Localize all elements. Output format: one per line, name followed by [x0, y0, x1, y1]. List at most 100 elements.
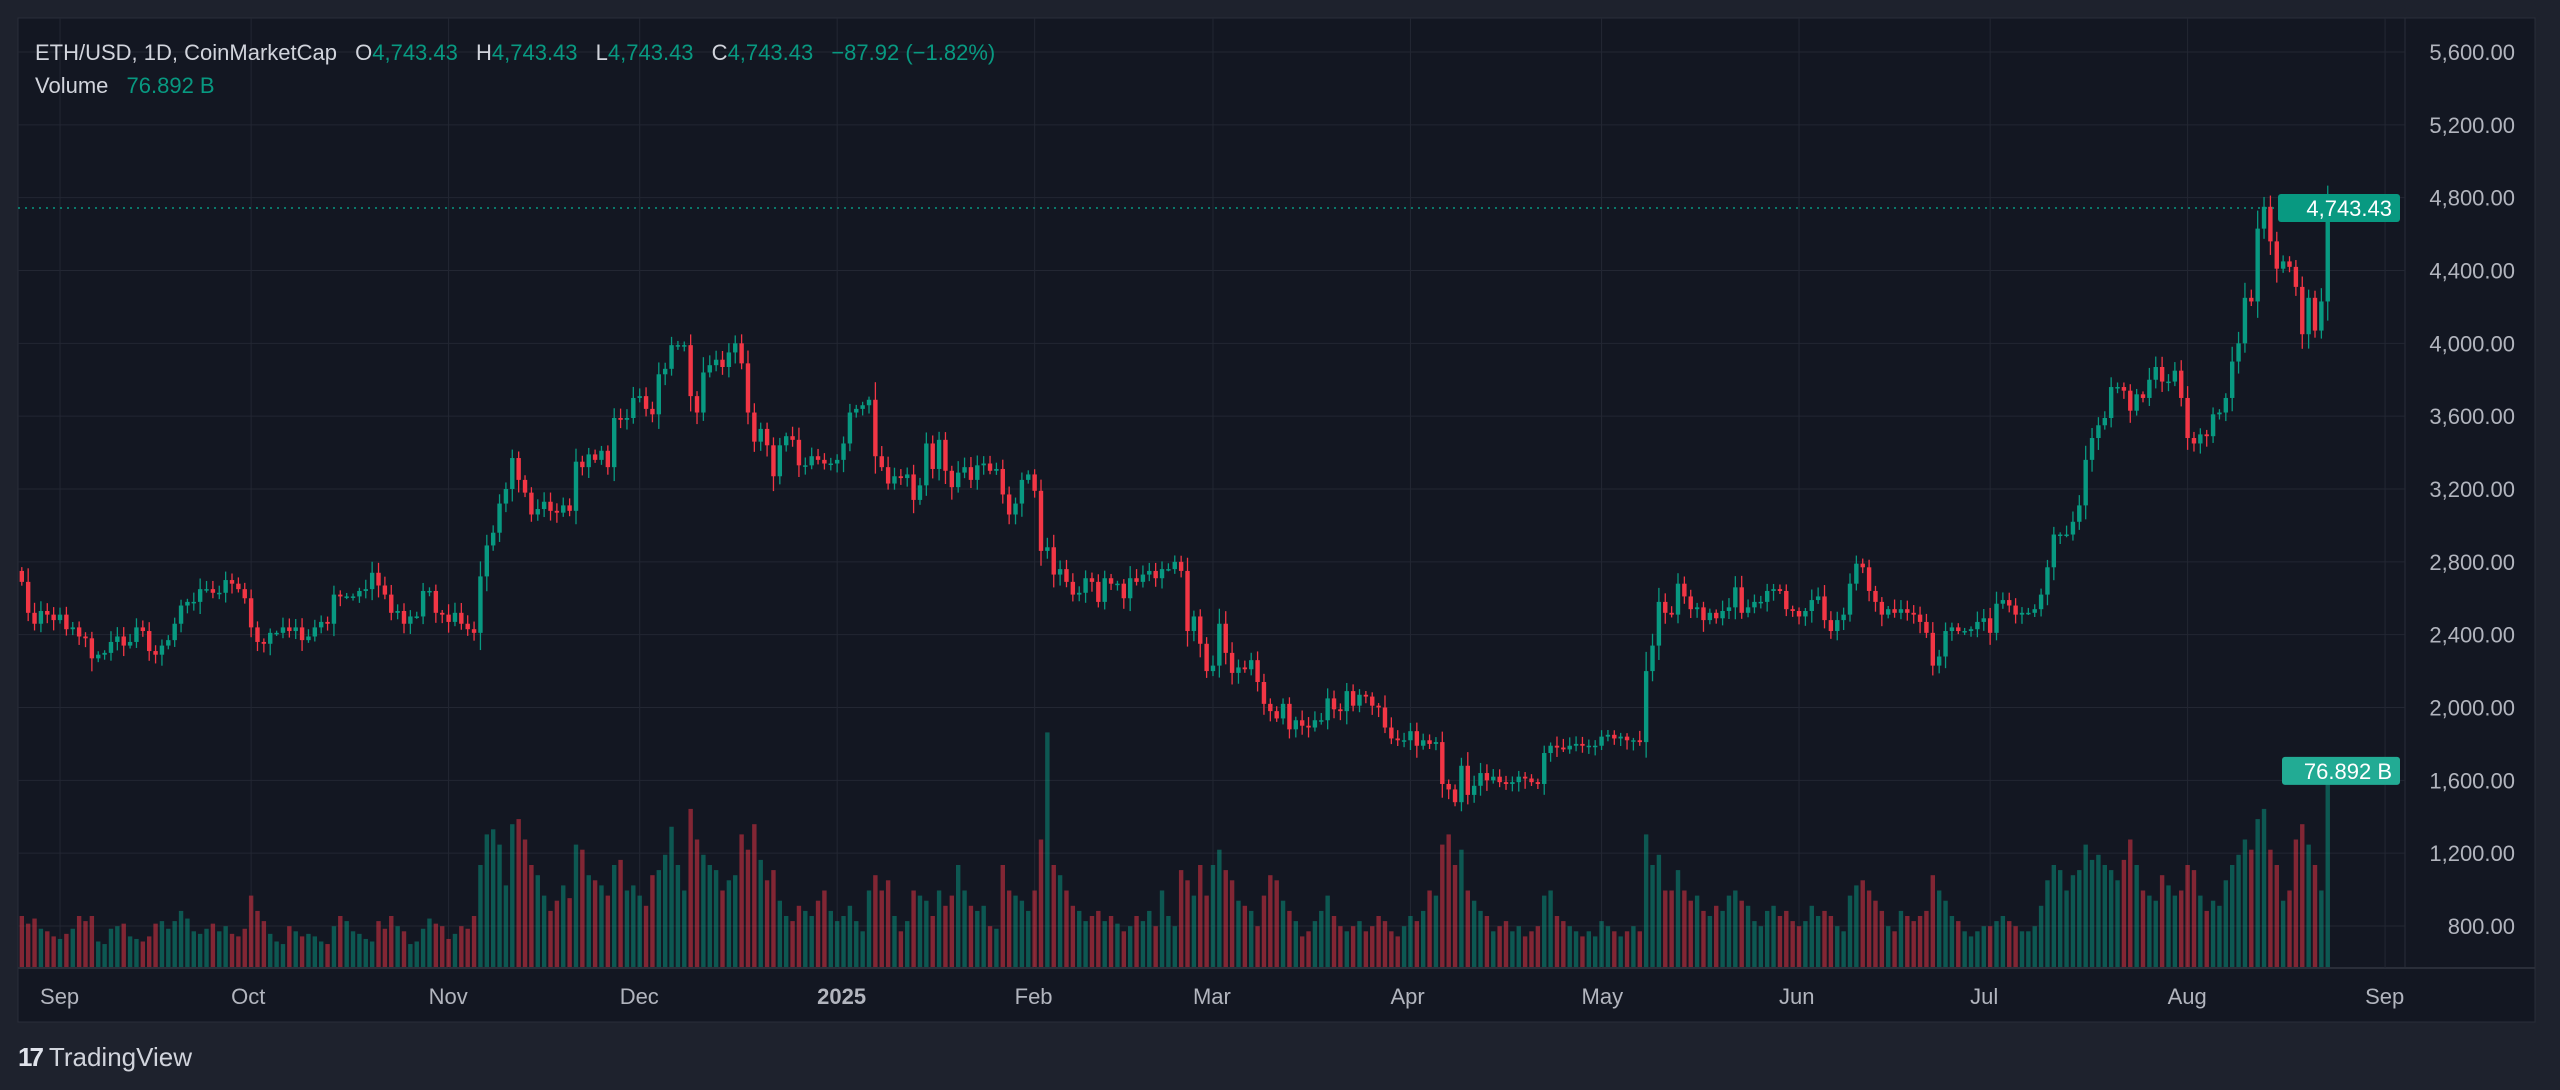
volume-bar [2121, 859, 2127, 967]
candle-body [790, 436, 795, 440]
candle-body [2319, 301, 2324, 331]
candle-body [433, 590, 439, 613]
volume-bar [1338, 926, 1343, 967]
volume-bar [2070, 875, 2076, 967]
candle-body [720, 359, 725, 368]
volume-bar [541, 895, 547, 967]
candle-body [2000, 600, 2006, 604]
candle-body [561, 505, 566, 513]
candle-body [338, 594, 343, 597]
candle-body [955, 472, 961, 488]
volume-bar [1083, 921, 1088, 967]
candle-body [994, 468, 999, 471]
price-axis[interactable]: 800.00 1,200.00 1,600.00 2,000.00 2,400.00 2,… [2429, 40, 2515, 939]
candle-body [38, 610, 44, 624]
volume-bar [1255, 926, 1260, 967]
candle-body [108, 641, 114, 653]
candle-body [1427, 740, 1432, 744]
volume-bar [471, 916, 477, 967]
volume-bar [631, 885, 636, 967]
candle-body [1268, 703, 1273, 712]
candle-body [503, 489, 509, 504]
volume-badge: 76.892 B [2282, 756, 2400, 785]
volume-bar [1975, 931, 1980, 967]
candle-body [688, 345, 693, 397]
candle-body [1618, 736, 1623, 739]
volume-bar [1268, 875, 1273, 967]
candle-body [1077, 592, 1082, 595]
candle-body [1446, 783, 1451, 790]
symbol-title[interactable]: ETH/USD, 1D, CoinMarketCap [35, 40, 337, 65]
candle-body [1771, 589, 1776, 591]
candle-body [1911, 612, 1916, 615]
volume-bar [1847, 895, 1853, 967]
volume-bar [1045, 732, 1050, 967]
volume-bar [2179, 890, 2184, 967]
candle-body [777, 445, 783, 477]
candle-body [2217, 412, 2222, 415]
volume-bar [713, 870, 719, 967]
candle-body [1440, 742, 1445, 784]
candle-body [440, 612, 445, 615]
volume-bar [1408, 916, 1413, 967]
candle-body [828, 463, 833, 466]
candle-body [662, 368, 668, 375]
candle-body [1580, 743, 1585, 746]
candle-body [1828, 620, 1834, 632]
candle-body [1682, 583, 1687, 597]
volume-bar [478, 865, 483, 967]
candle-body [1675, 583, 1681, 615]
candle-body [178, 605, 184, 624]
volume-bar [522, 839, 528, 967]
volume-bar [2032, 926, 2037, 967]
candle-body [1287, 703, 1292, 730]
volume-bar [197, 933, 203, 967]
candle-body [529, 492, 534, 515]
candle-body [1784, 590, 1789, 610]
last-price-badge-text: 4,743.43 [2306, 196, 2392, 221]
volume-bar [510, 824, 515, 967]
candle-body [229, 580, 235, 584]
candle-body [1032, 474, 1037, 491]
volume-bar [975, 910, 980, 967]
volume-label[interactable]: Volume [35, 73, 109, 98]
candle-body [548, 501, 553, 511]
candle-body [873, 399, 878, 457]
volume-bar [1656, 854, 1662, 967]
volume-bar [2013, 926, 2018, 967]
candle-body [1949, 627, 1955, 632]
tradingview-brand[interactable]: 17 TradingView [18, 1042, 192, 1073]
volume-bar [1618, 936, 1623, 967]
time-axis[interactable]: Sep Oct Nov Dec 2025 Feb Mar Apr May Jun Jul Aug Sep [40, 984, 2404, 1009]
volume-bar [803, 910, 808, 967]
volume-bar [1987, 926, 1993, 967]
volume-bar [1249, 910, 1254, 967]
volume-bar [127, 936, 133, 967]
candle-body [1376, 705, 1381, 708]
volume-bar [580, 849, 585, 967]
volume-bar [1319, 910, 1324, 967]
volume-badge-text: 76.892 B [2304, 759, 2392, 784]
volume-bar [299, 936, 305, 967]
volume-bar [828, 910, 833, 967]
volume-bar [968, 905, 974, 967]
volume-bar [440, 926, 445, 967]
candle-body [949, 470, 955, 488]
candle-body [115, 636, 120, 642]
candle-body [1127, 578, 1133, 599]
volume-bar [19, 916, 24, 967]
candle-body [726, 352, 732, 368]
volume-bar [2242, 839, 2248, 967]
volume-bar [535, 875, 540, 967]
volume-bar [1478, 910, 1483, 967]
candle-body [242, 589, 247, 599]
candle-body [1599, 736, 1604, 746]
close-label: C [711, 40, 728, 65]
candle-body [1529, 778, 1534, 783]
candle-body [2293, 266, 2299, 287]
price-tick-label: 800.00 [2448, 914, 2515, 939]
volume-bar [172, 921, 177, 967]
volume-bar [1835, 926, 1840, 967]
volume-bar [1261, 895, 1267, 967]
